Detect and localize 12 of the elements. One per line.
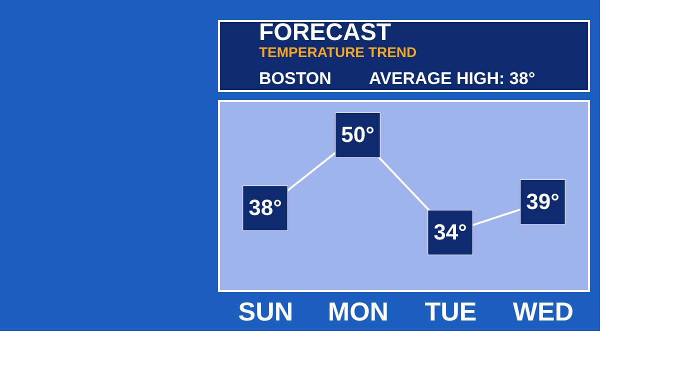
data-label: 34° (434, 220, 467, 245)
text: AVERAGE HIGH: 38° (369, 69, 536, 88)
x-tick-label: SUN (238, 296, 294, 326)
chart-title: FORECAST (259, 19, 392, 46)
chart-subtitle: TEMPERATURE TREND (259, 44, 417, 60)
data-label: 50° (341, 122, 374, 148)
x-tick-label: TUE (424, 296, 477, 326)
x-tick-label: WED (512, 296, 574, 326)
x-tick-label: MON (328, 296, 389, 326)
text: BOSTON (259, 69, 332, 88)
data-label: 39° (526, 189, 560, 214)
data-label: 38° (248, 195, 282, 220)
